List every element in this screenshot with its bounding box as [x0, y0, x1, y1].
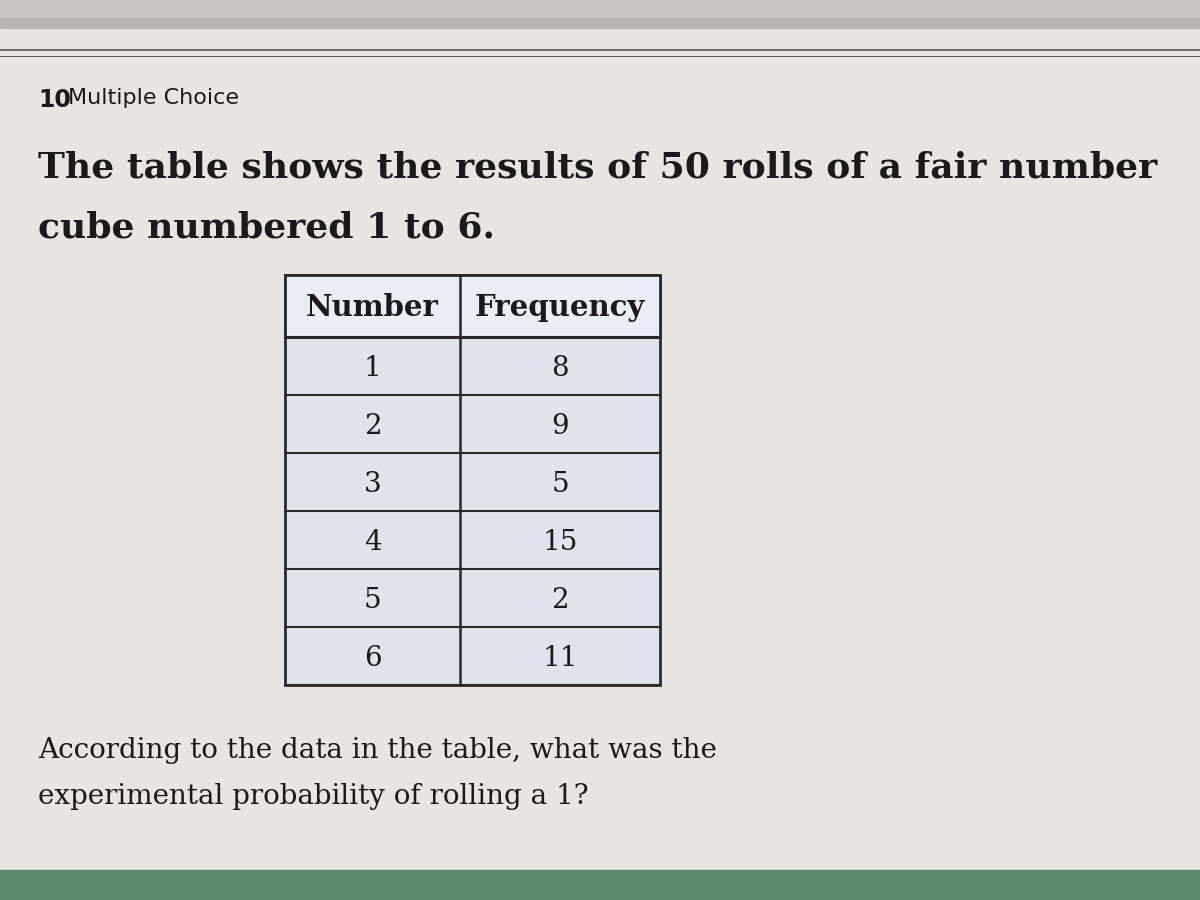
- Bar: [0, 0, 1200, 18]
- Text: Frequency: Frequency: [475, 293, 646, 322]
- Text: 9: 9: [551, 412, 569, 439]
- Text: 8: 8: [551, 355, 569, 382]
- Text: cube numbered 1 to 6.: cube numbered 1 to 6.: [38, 210, 496, 244]
- Bar: [0, 18, 1200, 28]
- Text: 15: 15: [542, 528, 577, 555]
- Bar: [286, 275, 660, 337]
- Bar: [286, 275, 660, 685]
- Text: 10: 10: [38, 88, 71, 112]
- Text: 2: 2: [364, 412, 382, 439]
- Text: 4: 4: [364, 528, 382, 555]
- Text: Number: Number: [306, 293, 439, 322]
- Text: 2: 2: [551, 587, 569, 614]
- Text: 11: 11: [542, 644, 577, 671]
- Text: According to the data in the table, what was the: According to the data in the table, what…: [38, 737, 716, 764]
- Text: 6: 6: [364, 644, 382, 671]
- Text: 3: 3: [364, 471, 382, 498]
- Text: experimental probability of rolling a 1?: experimental probability of rolling a 1?: [38, 783, 589, 810]
- Text: 5: 5: [364, 587, 382, 614]
- Bar: [0, 870, 1200, 900]
- Text: 1: 1: [364, 355, 382, 382]
- Text: Multiple Choice: Multiple Choice: [68, 88, 239, 108]
- Text: 5: 5: [551, 471, 569, 498]
- Text: The table shows the results of 50 rolls of a fair number: The table shows the results of 50 rolls …: [38, 150, 1157, 184]
